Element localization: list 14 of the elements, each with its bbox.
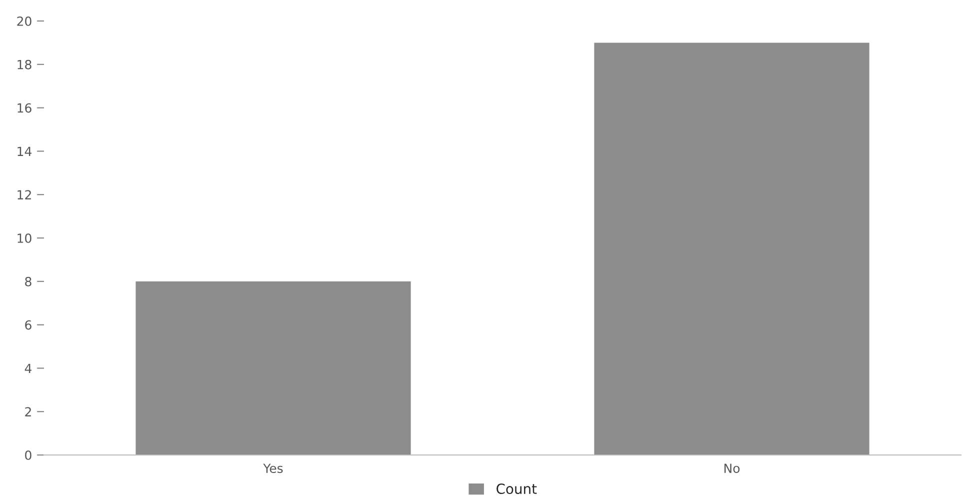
x-tick-label: No bbox=[724, 464, 740, 474]
y-tick-label: 6 bbox=[25, 320, 32, 330]
y-tick-label: 18 bbox=[18, 60, 32, 70]
y-tick-label: 8 bbox=[25, 276, 32, 286]
y-tick-label: 20 bbox=[17, 16, 32, 26]
y-tick-label: 4 bbox=[24, 364, 32, 373]
x-tick-label: Yes bbox=[263, 464, 283, 474]
y-tick-label: 16 bbox=[18, 103, 32, 113]
legend-label: Count bbox=[496, 484, 537, 494]
y-tick-label: 0 bbox=[25, 450, 32, 460]
y-tick-label: 14 bbox=[18, 146, 32, 156]
y-tick-label: 2 bbox=[25, 407, 31, 416]
y-tick-label: 12 bbox=[18, 190, 31, 200]
y-tick-label: 10 bbox=[18, 233, 32, 243]
